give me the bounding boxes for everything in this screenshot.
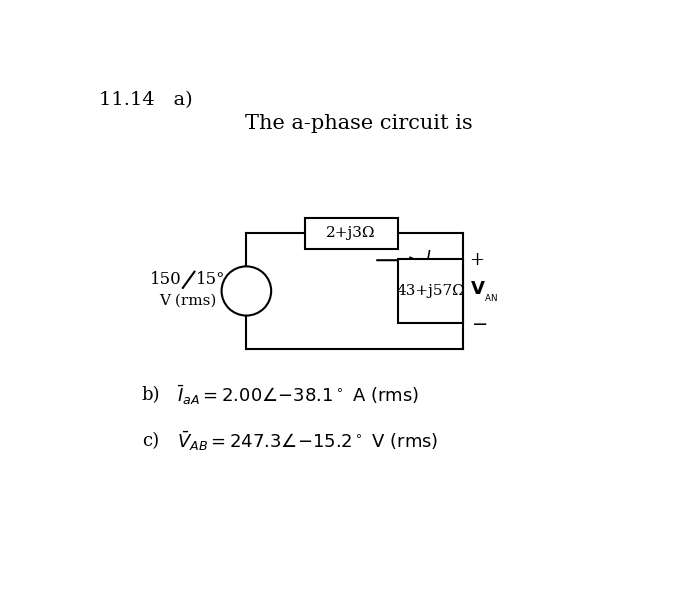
- Text: $_{\mathrm{AN}}$: $_{\mathrm{AN}}$: [484, 291, 498, 304]
- Text: 2+j3Ω: 2+j3Ω: [326, 226, 376, 240]
- Text: $\bar{I}_{aA} = 2.00\angle{-38.1^\circ}\ \mathrm{A\ (rms)}$: $\bar{I}_{aA} = 2.00\angle{-38.1^\circ}\…: [176, 383, 419, 407]
- Text: 43+j57Ω: 43+j57Ω: [396, 284, 465, 298]
- Text: c): c): [141, 432, 159, 450]
- Text: $I$: $I$: [425, 250, 431, 267]
- Text: The a-phase circuit is: The a-phase circuit is: [245, 114, 472, 133]
- Text: 150: 150: [150, 271, 182, 288]
- Text: V (rms): V (rms): [160, 294, 217, 308]
- Text: $-$: $-$: [471, 314, 487, 332]
- Text: +: +: [470, 251, 484, 269]
- Text: b): b): [141, 386, 160, 404]
- Bar: [398, 259, 463, 323]
- Text: $\bar{V}_{AB} = 247.3\angle{-15.2^\circ}\ \mathrm{V\ (rms)}$: $\bar{V}_{AB} = 247.3\angle{-15.2^\circ}…: [176, 429, 438, 453]
- Text: $\mathbf{V}$: $\mathbf{V}$: [470, 280, 485, 298]
- Text: 11.14   a): 11.14 a): [99, 91, 192, 109]
- Text: $_{aA}$: $_{aA}$: [437, 261, 450, 274]
- Bar: [304, 218, 398, 249]
- Text: 15°: 15°: [196, 271, 225, 288]
